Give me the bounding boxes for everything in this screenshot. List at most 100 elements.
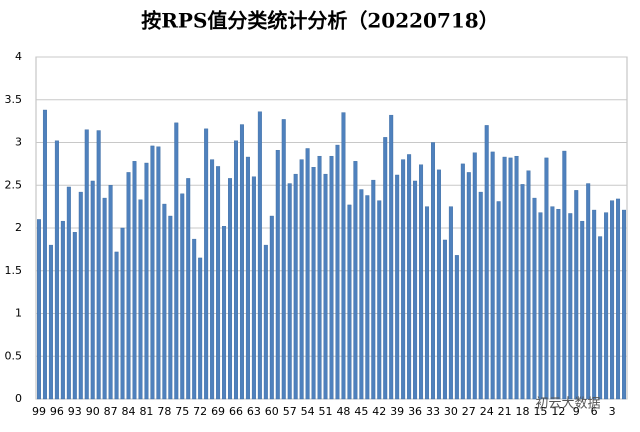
bar [460,163,465,400]
bar [222,226,227,400]
bar [448,206,453,400]
x-tick-label: 99 [32,405,46,418]
bar [419,164,424,400]
y-tick-label: 0 [15,392,22,405]
bar [150,145,155,400]
bar [257,111,262,400]
bar [293,173,298,400]
bar [245,156,250,400]
x-tick-label: 24 [480,405,494,418]
bar [550,206,555,400]
x-tick-label: 30 [444,405,458,418]
bar [42,109,47,400]
bar [251,176,256,400]
x-tick-label: 3 [609,405,616,418]
bar [502,156,507,400]
bar [317,155,322,400]
bar [108,185,113,400]
x-tick-label: 78 [157,405,171,418]
bar [442,239,447,400]
bar [168,215,173,400]
bar [114,251,119,400]
bar [568,213,573,400]
bar [36,219,41,400]
bar [72,232,77,400]
x-tick-label: 42 [372,405,386,418]
bar [490,151,495,400]
bar [287,183,292,400]
bar [359,189,364,400]
bar [263,244,268,400]
y-tick-label: 1.5 [5,264,23,277]
y-tick-label: 0.5 [5,349,23,362]
x-tick-label: 36 [408,405,422,418]
bar [228,178,233,400]
x-tick-label: 96 [50,405,64,418]
bar [156,146,161,400]
y-tick-label: 3 [15,136,22,149]
bar [562,150,567,400]
x-tick-label: 84 [122,405,136,418]
bar [532,197,537,400]
y-tick-label: 1 [15,307,22,320]
bar [544,157,549,400]
x-tick-label: 39 [390,405,404,418]
bar [132,161,137,400]
bar [430,142,435,400]
bar [210,159,215,400]
bar [586,183,591,400]
bar [311,167,316,400]
chart-title: 按RPS值分类统计分析（20220718） [141,9,498,33]
y-tick-label: 4 [15,50,22,63]
bar [478,191,483,400]
x-tick-label: 9 [573,405,580,418]
bar [466,172,471,400]
bar [281,119,286,400]
bar [610,200,615,400]
x-tick-label: 63 [247,405,261,418]
bar [520,184,525,400]
x-tick-label: 75 [175,405,189,418]
bar [365,195,370,400]
x-tick-label: 72 [193,405,207,418]
bar [383,137,388,400]
bar [335,144,340,400]
bar [162,203,167,400]
y-tick-label: 2 [15,221,22,234]
bar [436,169,441,400]
bar [538,212,543,400]
y-tick-label: 3.5 [5,93,23,106]
bar [239,124,244,400]
bar [275,149,280,400]
bar [329,155,334,400]
x-tick-label: 81 [139,405,153,418]
bar [126,172,131,400]
x-tick-label: 54 [301,405,315,418]
bar [401,159,406,400]
bar [192,238,197,400]
watermark: 初云大数据 [535,397,600,412]
x-tick-label: 21 [498,405,512,418]
bar [395,174,400,400]
bar [180,193,185,400]
bar [371,179,376,400]
bar [580,220,585,400]
bar [508,157,513,400]
bar [598,236,603,400]
x-tick-label: 33 [426,405,440,418]
bar [413,180,418,400]
bar [102,197,107,400]
bar [425,206,430,400]
bar [198,257,203,400]
x-tick-label: 45 [354,405,368,418]
bar [78,191,83,400]
bar [389,114,394,400]
bar [54,140,59,400]
bar [186,178,191,400]
x-tick-label: 60 [265,405,279,418]
x-tick-label: 87 [104,405,118,418]
bar [592,209,597,400]
x-tick-label: 51 [319,405,333,418]
bar [96,130,101,400]
x-tick-label: 66 [229,405,243,418]
